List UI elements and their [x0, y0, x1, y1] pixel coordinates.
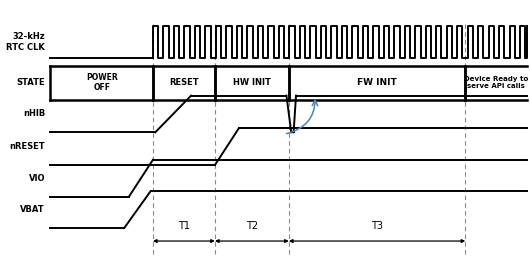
Text: Device Ready to
serve API calls: Device Ready to serve API calls — [464, 76, 528, 89]
Text: T2: T2 — [246, 221, 258, 231]
Text: T3: T3 — [371, 221, 383, 231]
Text: POWER
OFF: POWER OFF — [86, 73, 118, 92]
Text: nRESET: nRESET — [10, 142, 45, 151]
Text: VBAT: VBAT — [21, 205, 45, 214]
Text: RESET: RESET — [169, 78, 199, 87]
Text: FW INIT: FW INIT — [357, 78, 397, 87]
Text: 32-kHz
RTC CLK: 32-kHz RTC CLK — [6, 32, 45, 52]
Text: T1: T1 — [178, 221, 190, 231]
Text: HW INIT: HW INIT — [233, 78, 271, 87]
Text: STATE: STATE — [16, 78, 45, 87]
Text: VIO: VIO — [29, 174, 45, 183]
Text: nHIB: nHIB — [23, 110, 45, 118]
